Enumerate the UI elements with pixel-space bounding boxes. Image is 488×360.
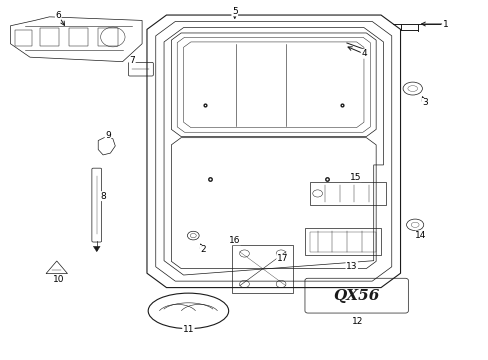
Text: 3: 3: [421, 98, 427, 107]
Text: 16: 16: [228, 236, 240, 245]
Text: 2: 2: [200, 246, 205, 255]
Bar: [98, 28, 118, 45]
Text: 12: 12: [352, 317, 363, 326]
Text: 10: 10: [52, 275, 64, 284]
Text: 7: 7: [129, 57, 135, 66]
Text: 9: 9: [105, 131, 111, 140]
Text: 4: 4: [361, 49, 366, 58]
Text: 5: 5: [231, 7, 237, 16]
Text: 8: 8: [100, 192, 106, 201]
Text: 11: 11: [183, 325, 194, 334]
Text: 6: 6: [55, 10, 61, 19]
Bar: [305, 228, 380, 255]
Text: 13: 13: [346, 262, 357, 271]
Bar: [232, 244, 293, 293]
Text: 17: 17: [276, 255, 288, 264]
Bar: [40, 28, 59, 45]
Text: 15: 15: [349, 173, 361, 182]
Polygon shape: [93, 246, 100, 252]
Bar: [69, 28, 88, 45]
Text: 1: 1: [442, 19, 447, 28]
Text: 14: 14: [414, 231, 426, 240]
Bar: [15, 30, 32, 46]
Text: QX56: QX56: [333, 289, 379, 303]
Bar: [310, 182, 385, 205]
Bar: [310, 232, 375, 252]
